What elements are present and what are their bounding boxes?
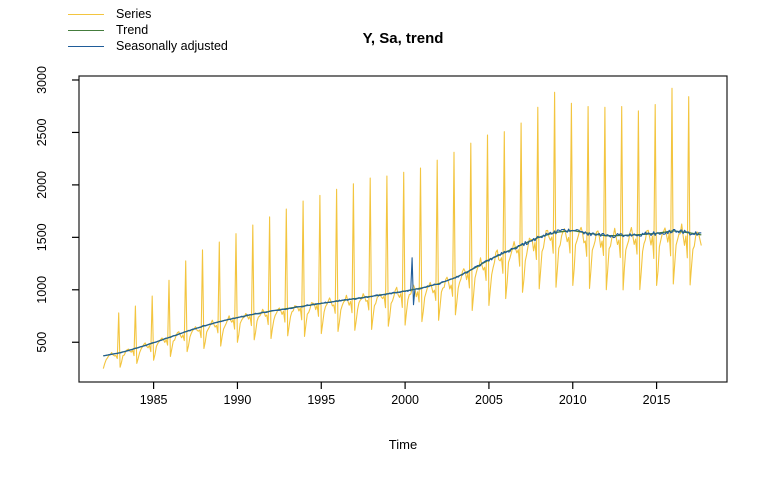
x-tick-label: 2015	[643, 393, 671, 407]
y-tick-label: 3000	[35, 66, 49, 94]
x-tick-label: 1995	[307, 393, 335, 407]
seasonally-adjusted-line-swatch	[68, 46, 104, 47]
series-line	[102, 87, 702, 369]
legend-label-series: Series	[116, 7, 152, 21]
x-tick-label: 2010	[559, 393, 587, 407]
y-tick-label: 1000	[35, 276, 49, 304]
y-tick-label: 1500	[35, 223, 49, 251]
seasonally-adjusted-line	[103, 228, 702, 357]
y-tick-label: 500	[35, 332, 49, 353]
x-tick-label: 1985	[140, 393, 168, 407]
legend-item-series: Series	[68, 8, 228, 21]
x-tick-label: 2005	[475, 393, 503, 407]
y-tick-label: 2500	[35, 118, 49, 146]
plot-border	[78, 75, 728, 383]
legend-item-seasonally-adjusted: Seasonally adjusted	[68, 40, 228, 53]
trend-line-swatch	[68, 30, 104, 31]
x-tick-label: 2000	[391, 393, 419, 407]
legend-label-seasonally-adjusted: Seasonally adjusted	[116, 39, 228, 53]
legend-label-trend: Trend	[116, 23, 149, 37]
chart-title: Y, Sa, trend	[362, 30, 444, 47]
x-axis-title: Time	[388, 437, 418, 452]
series-line-swatch	[68, 14, 104, 15]
chart-legend: Series Trend Seasonally adjusted	[68, 8, 228, 53]
legend-item-trend: Trend	[68, 24, 228, 37]
y-tick-label: 2000	[35, 171, 49, 199]
x-tick-label: 1990	[224, 393, 252, 407]
